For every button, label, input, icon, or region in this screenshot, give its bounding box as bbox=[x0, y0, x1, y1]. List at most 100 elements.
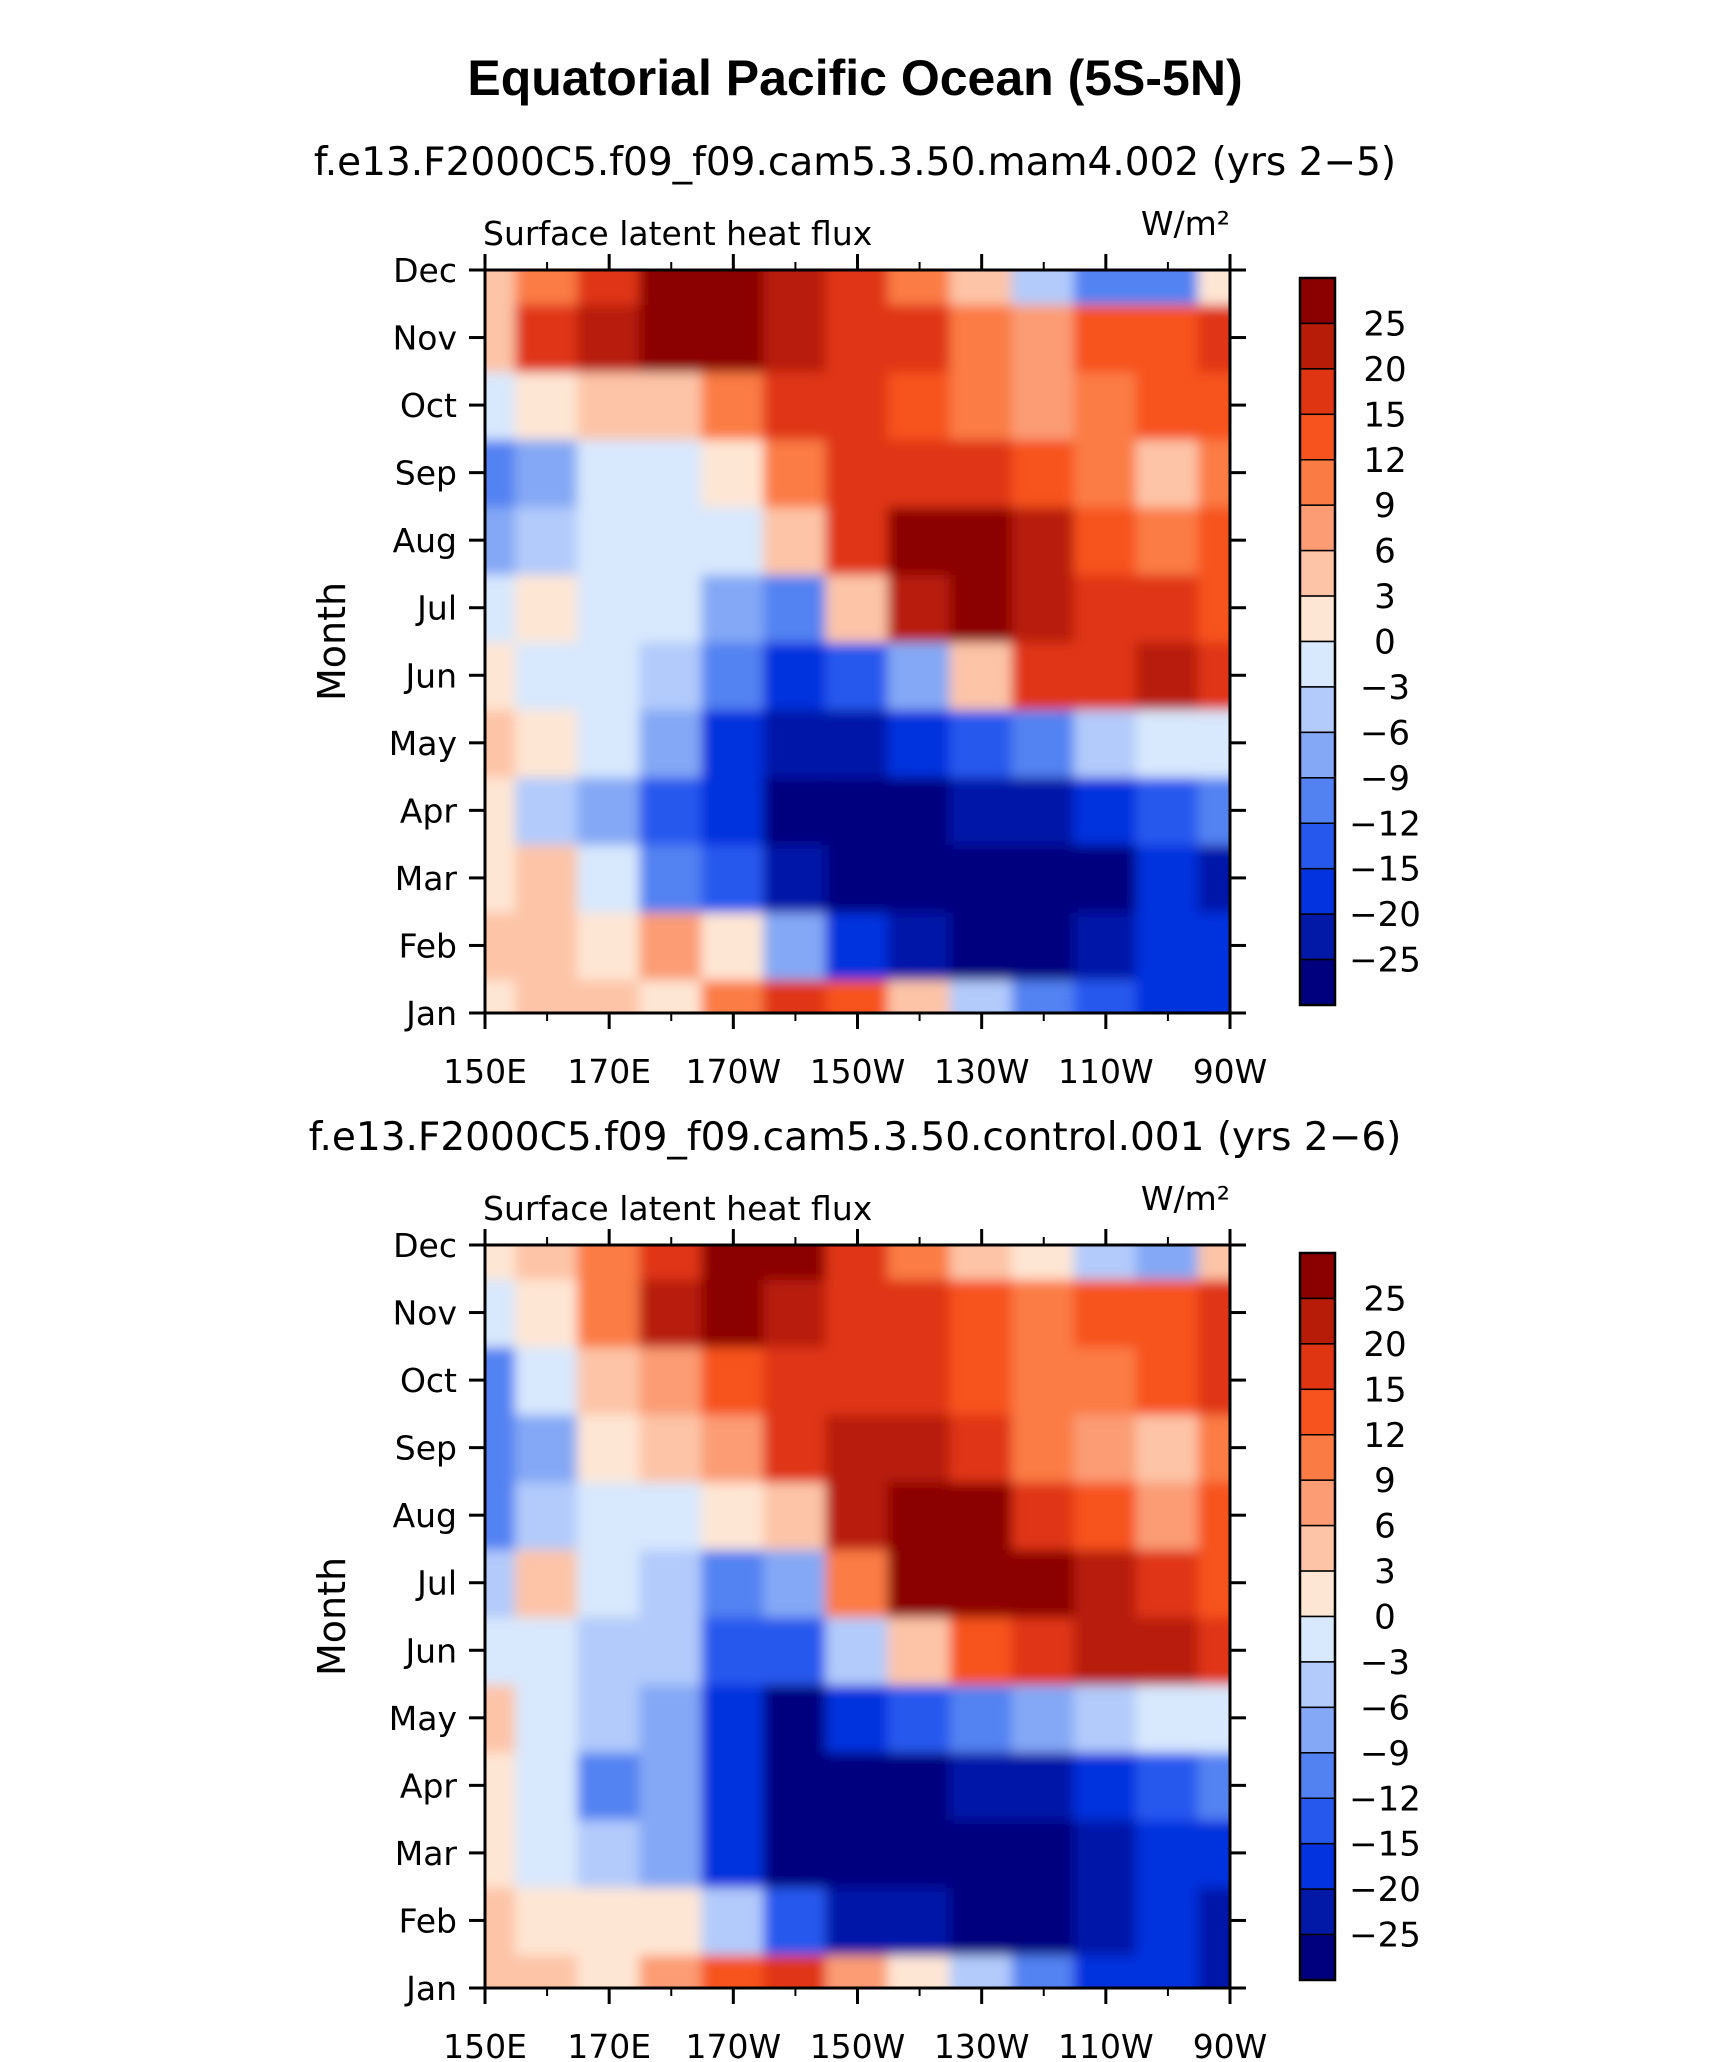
heatmap-cell bbox=[1011, 1412, 1076, 1483]
heatmap-cell bbox=[1135, 1547, 1200, 1618]
colorbar-box bbox=[1299, 686, 1336, 734]
x-tick-label: 130W bbox=[934, 1052, 1030, 1091]
heatmap-cell bbox=[1011, 640, 1076, 711]
heatmap-cell bbox=[701, 505, 766, 575]
heatmap-cell bbox=[485, 843, 518, 913]
heatmap-cell bbox=[1135, 1345, 1200, 1415]
colorbar-box bbox=[1299, 867, 1336, 915]
heatmap-cell bbox=[1135, 1412, 1200, 1483]
heatmap-cell bbox=[485, 572, 518, 643]
heatmap-cell bbox=[515, 1750, 580, 1821]
heatmap-cell bbox=[1073, 1480, 1138, 1550]
colorbar-label: −20 bbox=[1349, 1870, 1421, 1910]
panel-mam4: f.e13.F2000C5.f09_f09.cam5.3.50.mam4.002… bbox=[310, 140, 1421, 1091]
heatmap-cell bbox=[639, 505, 704, 575]
colorbar-box bbox=[1299, 459, 1336, 506]
colorbar-label: 25 bbox=[1363, 304, 1406, 344]
heatmap-cell bbox=[577, 1345, 642, 1415]
units-label: W/m² bbox=[1141, 1179, 1230, 1218]
heatmap-cell bbox=[1011, 1245, 1076, 1280]
colorbar-box bbox=[1299, 1661, 1336, 1709]
colorbar-label: 25 bbox=[1363, 1279, 1406, 1319]
heatmap-cell bbox=[701, 437, 766, 508]
heatmap-cell bbox=[1011, 708, 1076, 778]
x-tick-label: 110W bbox=[1058, 2027, 1154, 2062]
heatmap-cell bbox=[577, 1953, 642, 1988]
heatmap-cell bbox=[887, 708, 952, 778]
heatmap-cell bbox=[515, 1245, 580, 1280]
colorbar-frame bbox=[1298, 276, 1337, 1007]
heatmap-cell bbox=[1135, 775, 1200, 846]
y-tick-label: Dec bbox=[393, 1226, 457, 1265]
heatmap-cell bbox=[1073, 505, 1138, 575]
x-tick-label: 90W bbox=[1193, 1052, 1268, 1091]
heatmap-cell bbox=[763, 1750, 828, 1821]
heatmap-cell bbox=[1135, 640, 1200, 711]
heatmap-cell bbox=[485, 1750, 518, 1821]
heatmap-cell bbox=[763, 1953, 828, 1988]
heatmap-cell bbox=[515, 775, 580, 846]
heatmap-cell bbox=[701, 640, 766, 711]
y-tick-label: Oct bbox=[400, 1361, 457, 1400]
heatmap-cell bbox=[887, 1547, 952, 1618]
heatmap-cell bbox=[1135, 1480, 1200, 1550]
heatmap-cell bbox=[887, 910, 952, 981]
heatmap-cell bbox=[577, 1885, 642, 1956]
variable-label: Surface latent heat flux bbox=[483, 214, 872, 253]
heatmap-cell bbox=[763, 708, 828, 778]
heatmap-cell bbox=[949, 910, 1014, 981]
y-tick-label: May bbox=[389, 1699, 457, 1738]
heatmap-cell bbox=[763, 505, 828, 575]
heatmap-cell bbox=[485, 910, 518, 981]
heatmap-cells bbox=[485, 270, 1230, 1013]
heatmap-cell bbox=[701, 302, 766, 373]
heatmap-cell bbox=[1197, 1277, 1230, 1348]
heatmap-cell bbox=[1135, 370, 1200, 440]
heatmap-cell bbox=[763, 1818, 828, 1888]
heatmap-cell bbox=[577, 1480, 642, 1550]
heatmap-cell bbox=[577, 843, 642, 913]
heatmap-cell bbox=[485, 1245, 518, 1280]
heatmap-cell bbox=[1135, 708, 1200, 778]
heatmap-cell bbox=[639, 910, 704, 981]
heatmap-cell bbox=[485, 978, 518, 1013]
heatmap-cell bbox=[1135, 1277, 1200, 1348]
heatmap-cell bbox=[1197, 270, 1230, 305]
heatmap-cell bbox=[825, 1277, 890, 1348]
heatmap-cell bbox=[577, 1277, 642, 1348]
heatmap-cell bbox=[485, 370, 518, 440]
x-tick-label: 130W bbox=[934, 2027, 1030, 2062]
heatmap-cell bbox=[949, 572, 1014, 643]
heatmap-cell bbox=[639, 775, 704, 846]
heatmap-cell bbox=[949, 270, 1014, 305]
heatmap-cell bbox=[1073, 437, 1138, 508]
heatmap-cell bbox=[887, 640, 952, 711]
colorbar-label: 12 bbox=[1363, 1416, 1406, 1456]
heatmap-cell bbox=[577, 572, 642, 643]
heatmap-cell bbox=[949, 1885, 1014, 1956]
heatmap-cell bbox=[515, 1818, 580, 1888]
colorbar-label: −9 bbox=[1360, 1734, 1410, 1774]
heatmap-cell bbox=[887, 302, 952, 373]
heatmap-cell bbox=[577, 910, 642, 981]
heatmap-cell bbox=[577, 775, 642, 846]
heatmap-cell bbox=[887, 843, 952, 913]
y-tick-label: Jan bbox=[404, 994, 457, 1033]
colorbar-box bbox=[1299, 1388, 1336, 1436]
x-tick-label: 170W bbox=[686, 2027, 782, 2062]
heatmap-cell bbox=[887, 1345, 952, 1415]
y-tick-label: Apr bbox=[400, 791, 458, 830]
heatmap-cell bbox=[639, 437, 704, 508]
heatmap-cell bbox=[1073, 1818, 1138, 1888]
y-axis-title: Month bbox=[310, 582, 354, 701]
y-tick-label: Feb bbox=[399, 1901, 457, 1940]
heatmap-cell bbox=[1197, 1345, 1230, 1415]
colorbar-label: 20 bbox=[1363, 350, 1406, 390]
heatmap-cell bbox=[701, 1885, 766, 1956]
heatmap-cell bbox=[763, 843, 828, 913]
heatmap-cell bbox=[701, 775, 766, 846]
colorbar-label: −25 bbox=[1349, 941, 1421, 981]
heatmap-cell bbox=[701, 1245, 766, 1280]
heatmap-cell bbox=[949, 302, 1014, 373]
colorbar-box bbox=[1299, 913, 1336, 961]
